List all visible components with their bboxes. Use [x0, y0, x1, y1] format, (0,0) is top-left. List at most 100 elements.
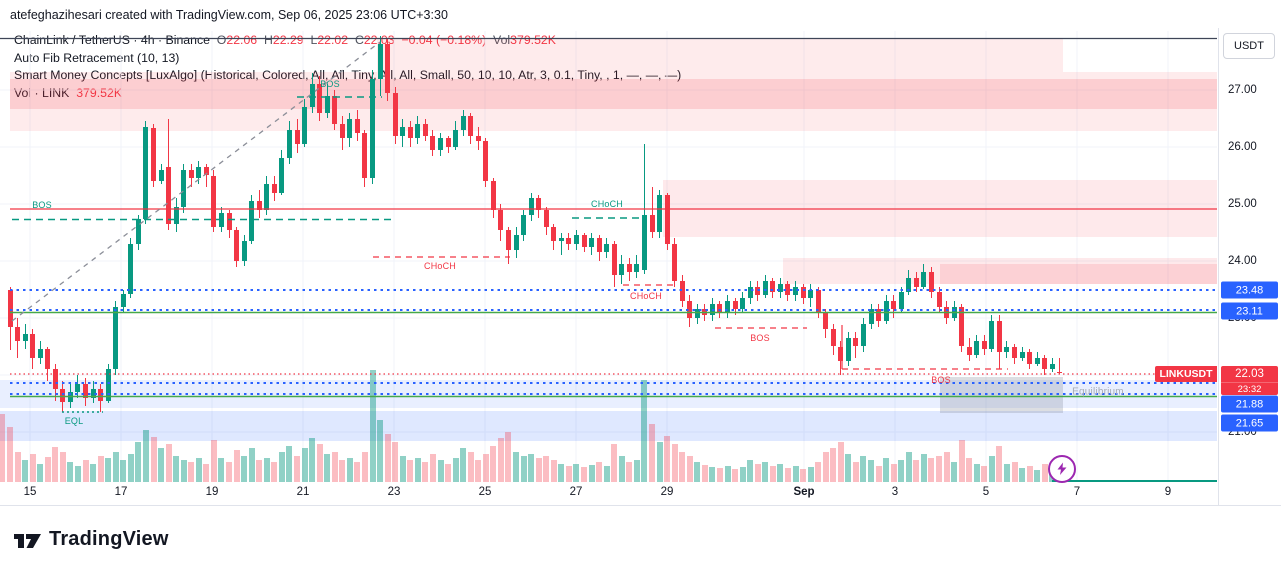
volume-bar [301, 448, 308, 482]
candle [460, 115, 466, 130]
volume-bar [407, 460, 414, 482]
volume-bar [377, 420, 384, 482]
candle [785, 283, 791, 296]
structure-label-bos: BOS [320, 79, 340, 89]
candle [868, 309, 874, 324]
legend-part: 22.02 [317, 33, 349, 47]
structure-label-equilibrium: Equilibrium [1072, 386, 1124, 398]
date-tick-label: 15 [23, 486, 37, 498]
candle [853, 337, 859, 347]
attribution-text: atefeghazihesari created with TradingVie… [10, 8, 448, 22]
chart-area[interactable]: ChainLink / TetherUS · 4h · Binance O 22.… [0, 28, 1218, 506]
volume-bar [263, 458, 270, 482]
supply-zone-24-core [940, 264, 1217, 284]
candle [271, 184, 277, 193]
volume-bar [807, 467, 814, 482]
candle [490, 181, 496, 210]
volume-bar [90, 464, 97, 482]
volume-bar [565, 466, 572, 482]
volume-bar [369, 370, 376, 482]
volume-bar [958, 440, 965, 482]
candle [793, 286, 798, 296]
volume-bar [558, 464, 565, 482]
candle [709, 303, 715, 316]
volume-bar [210, 440, 217, 482]
volume-bar [150, 437, 157, 482]
volume-bar [1003, 464, 1010, 482]
date-tick-label: 27 [569, 486, 583, 498]
supply-zone-peak [377, 38, 1063, 72]
candle [294, 129, 300, 145]
volume-bar [792, 466, 799, 482]
volume-bar [241, 456, 248, 482]
candle [921, 272, 927, 287]
candle [808, 289, 814, 299]
candle [332, 95, 338, 125]
candle [536, 198, 542, 210]
candle [951, 306, 957, 318]
date-tick-label: 21 [296, 486, 310, 498]
candle [928, 272, 934, 293]
candle [362, 132, 368, 179]
volume-bar [52, 447, 59, 482]
volume-bar [29, 454, 36, 482]
volume-bar [112, 452, 119, 482]
volume-bar [981, 466, 988, 482]
candle [762, 280, 768, 296]
volume-bar [324, 454, 331, 482]
candle [566, 238, 572, 244]
price-axis[interactable]: USDT 27.0026.0025.0024.0023.0022.0021.00… [1218, 28, 1281, 506]
candle-wick [1059, 358, 1061, 374]
candle [211, 175, 217, 227]
volume-bar [414, 458, 421, 482]
candle [385, 44, 391, 93]
volume-bar [633, 460, 640, 482]
candle [694, 309, 700, 318]
candle [619, 263, 625, 276]
volume-bar [996, 446, 1003, 482]
candle [370, 78, 376, 179]
candle [120, 294, 126, 307]
level-price-label: 21.88 [1221, 395, 1278, 413]
candle [838, 346, 844, 361]
volume-bar [233, 450, 240, 482]
candle [959, 306, 965, 347]
legend-part: O [209, 33, 227, 47]
legend-part: ChainLink / TetherUS · 4h · Binance [14, 33, 210, 47]
demand-zone-lower [0, 411, 1217, 441]
bar-countdown: 23:32 [1221, 382, 1278, 395]
volume-bar [180, 460, 187, 482]
volume-bar [603, 466, 610, 482]
volume-bar [732, 469, 739, 482]
volume-bar [445, 464, 452, 482]
candle [1019, 352, 1025, 358]
candle [505, 229, 511, 250]
candle [581, 235, 587, 247]
lightning-trade-icon[interactable] [1048, 455, 1076, 483]
volume-bar [37, 464, 44, 482]
candle [143, 127, 149, 220]
volume-bar [346, 458, 353, 482]
candle [966, 346, 972, 356]
volume-bar [686, 456, 693, 482]
tradingview-logo[interactable]: TradingView [12, 524, 169, 554]
candle [845, 337, 851, 361]
candle [75, 383, 81, 393]
volume-bar [392, 442, 399, 482]
structure-label-eql: EQL [64, 416, 84, 426]
candle [279, 158, 285, 193]
tradingview-logo-glyph [14, 534, 41, 548]
volume-bar [120, 460, 127, 482]
candle [528, 198, 534, 216]
candle [657, 195, 663, 233]
date-tick-label: 17 [114, 486, 128, 498]
structure-label-bos: BOS [750, 333, 770, 343]
currency-toggle-button[interactable]: USDT [1223, 33, 1275, 59]
volume-bar [739, 467, 746, 482]
date-tick-label: 25 [478, 486, 492, 498]
volume-bar [467, 452, 474, 482]
volume-bar [701, 465, 708, 482]
volume-bar [852, 462, 859, 482]
candle [309, 84, 315, 108]
candle [573, 235, 579, 244]
